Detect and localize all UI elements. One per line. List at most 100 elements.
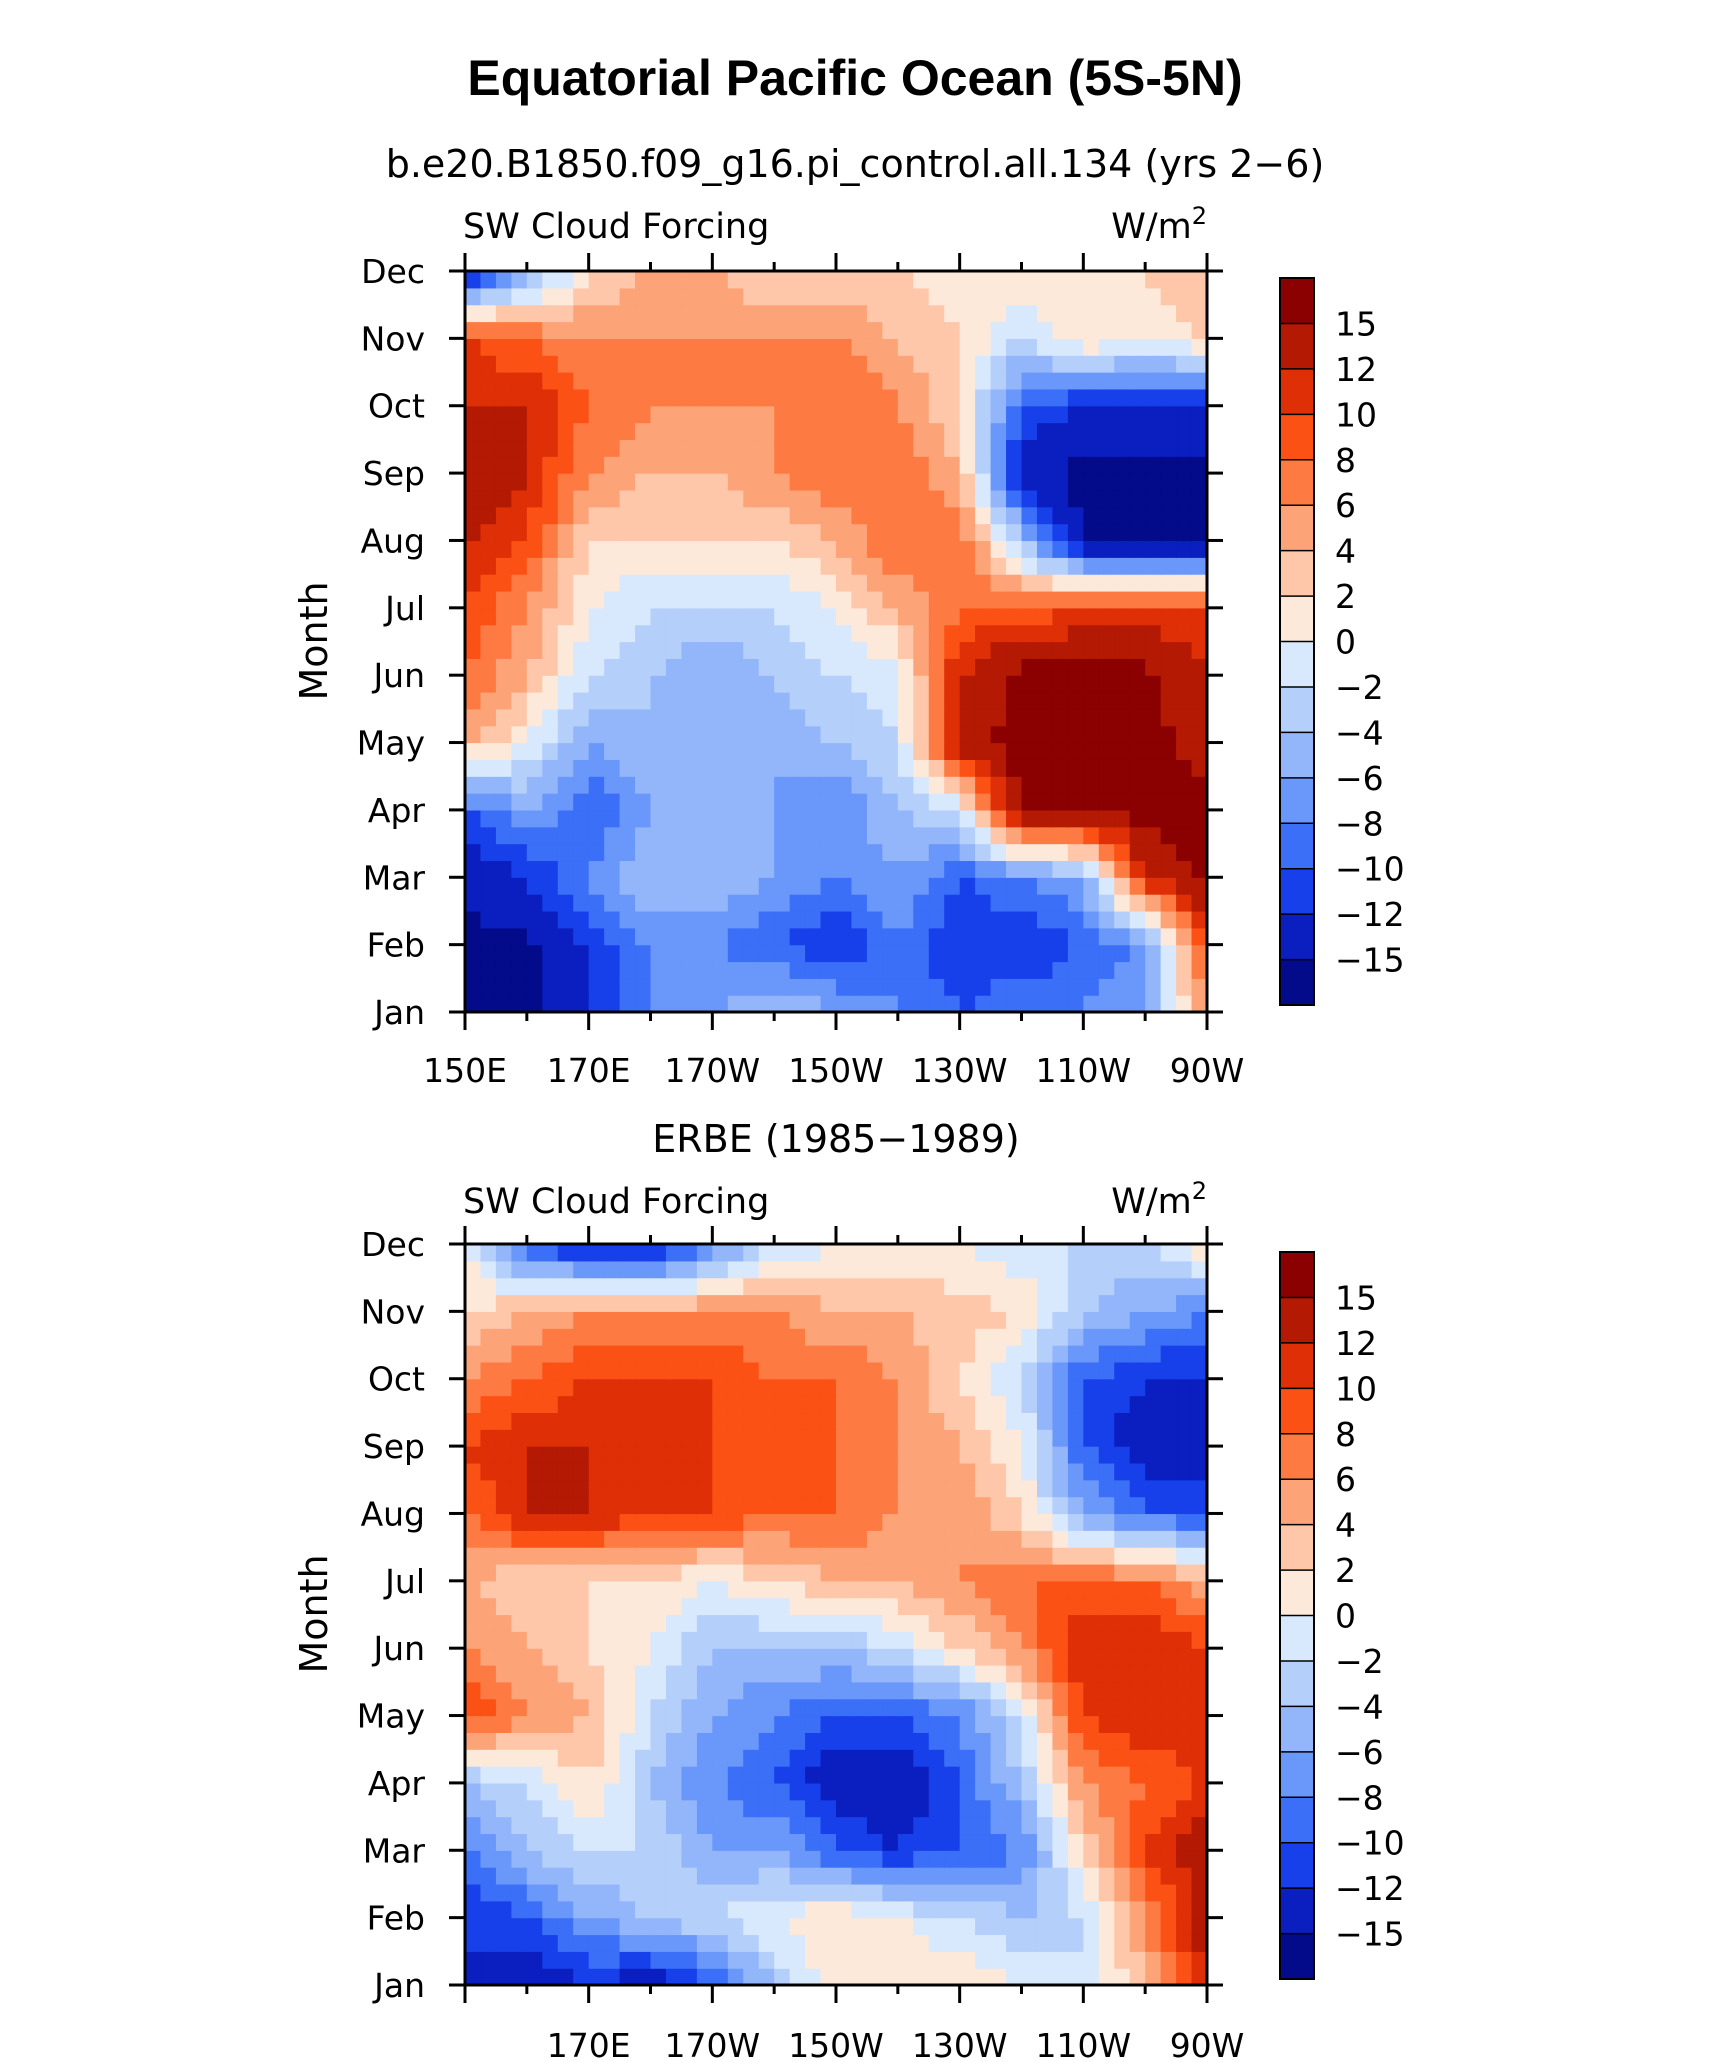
field-cell bbox=[526, 624, 543, 643]
field-cell bbox=[588, 675, 605, 693]
field-cell bbox=[758, 1681, 775, 1700]
field-cell bbox=[650, 1665, 667, 1683]
field-cell bbox=[480, 1867, 497, 1885]
field-cell bbox=[1006, 927, 1023, 946]
field-cell bbox=[712, 1749, 729, 1767]
field-cell bbox=[1036, 422, 1054, 441]
field-cell bbox=[990, 473, 1007, 491]
field-cell bbox=[1067, 995, 1084, 1013]
field-cell bbox=[619, 540, 636, 558]
field-cell bbox=[758, 1294, 775, 1312]
panel-erbe-units: W/m2 bbox=[1111, 1177, 1207, 1222]
field-cell bbox=[495, 1968, 512, 1986]
field-cell bbox=[820, 489, 837, 508]
field-cell bbox=[866, 1496, 883, 1515]
field-cell bbox=[805, 843, 822, 862]
field-cell bbox=[1129, 793, 1146, 811]
field-cell bbox=[727, 776, 744, 794]
field-cell bbox=[665, 456, 683, 474]
field-cell bbox=[1006, 304, 1023, 323]
field-cell bbox=[681, 523, 698, 542]
field-cell bbox=[1006, 405, 1023, 424]
field-cell bbox=[495, 944, 512, 963]
field-cell bbox=[975, 776, 992, 794]
field-cell bbox=[1006, 692, 1023, 710]
field-cell bbox=[619, 456, 636, 474]
field-cell bbox=[712, 1648, 729, 1666]
field-cell bbox=[1145, 809, 1162, 828]
field-cell bbox=[588, 1496, 605, 1515]
field-cell bbox=[1006, 287, 1023, 306]
field-cell bbox=[1036, 1833, 1054, 1851]
field-cell bbox=[820, 1900, 837, 1919]
field-cell bbox=[805, 1244, 822, 1262]
field-cell bbox=[542, 1833, 559, 1851]
field-cell bbox=[928, 1749, 945, 1767]
field-cell bbox=[619, 1294, 636, 1312]
field-cell bbox=[712, 1850, 729, 1868]
field-cell bbox=[774, 1328, 791, 1346]
field-cell bbox=[635, 590, 652, 609]
field-cell bbox=[557, 843, 574, 862]
field-cell bbox=[959, 304, 976, 323]
field-cell bbox=[1114, 894, 1131, 912]
field-cell bbox=[897, 304, 914, 323]
field-cell bbox=[1176, 961, 1193, 979]
field-cell bbox=[1191, 372, 1208, 390]
field-cell bbox=[975, 759, 992, 777]
field-cell bbox=[1176, 338, 1193, 356]
field-cell bbox=[696, 1361, 713, 1380]
field-cell bbox=[1098, 1580, 1115, 1599]
field-cell bbox=[1006, 961, 1023, 979]
field-cell bbox=[511, 927, 528, 946]
field-cell bbox=[650, 574, 667, 592]
field-cell bbox=[820, 1244, 837, 1262]
field-cell bbox=[1176, 759, 1193, 777]
field-cell bbox=[1160, 1867, 1177, 1885]
field-cell bbox=[836, 961, 853, 979]
field-cell bbox=[805, 1867, 822, 1885]
field-cell bbox=[727, 793, 744, 811]
field-cell bbox=[774, 809, 791, 828]
field-cell bbox=[619, 894, 636, 912]
field-cell bbox=[897, 843, 914, 862]
field-cell bbox=[913, 1900, 930, 1919]
field-cell bbox=[712, 826, 729, 845]
field-cell bbox=[465, 1446, 482, 1464]
field-cell bbox=[573, 995, 590, 1013]
field-cell bbox=[665, 1328, 683, 1346]
field-cell bbox=[573, 557, 590, 575]
field-cell bbox=[1129, 338, 1146, 356]
field-cell bbox=[1036, 1631, 1054, 1649]
field-cell bbox=[573, 1715, 590, 1733]
field-cell bbox=[542, 1462, 559, 1481]
field-cell bbox=[1145, 338, 1162, 356]
field-cell bbox=[635, 271, 652, 289]
field-cell bbox=[1114, 473, 1131, 491]
field-cell bbox=[1036, 489, 1054, 508]
field-cell bbox=[820, 1833, 837, 1851]
field-cell bbox=[1052, 1968, 1069, 1986]
field-cell bbox=[882, 1917, 899, 1936]
field-cell bbox=[727, 1547, 744, 1565]
field-cell bbox=[712, 1715, 729, 1733]
field-cell bbox=[805, 725, 822, 744]
field-cell bbox=[1129, 742, 1146, 760]
field-cell bbox=[665, 995, 683, 1013]
field-cell bbox=[1098, 1799, 1115, 1818]
field-cell bbox=[1006, 1665, 1023, 1683]
field-cell bbox=[712, 590, 729, 609]
field-cell bbox=[480, 1345, 497, 1363]
field-cell bbox=[1021, 372, 1038, 390]
field-cell bbox=[526, 927, 543, 946]
field-cell bbox=[696, 456, 713, 474]
field-cell bbox=[588, 894, 605, 912]
field-cell bbox=[650, 590, 667, 609]
field-cell bbox=[573, 1563, 590, 1582]
field-cell bbox=[1145, 877, 1162, 895]
field-cell bbox=[975, 304, 992, 323]
field-cell bbox=[944, 1614, 961, 1632]
field-cell bbox=[1160, 624, 1177, 643]
field-cell bbox=[1114, 759, 1131, 777]
field-cell bbox=[990, 1665, 1007, 1683]
